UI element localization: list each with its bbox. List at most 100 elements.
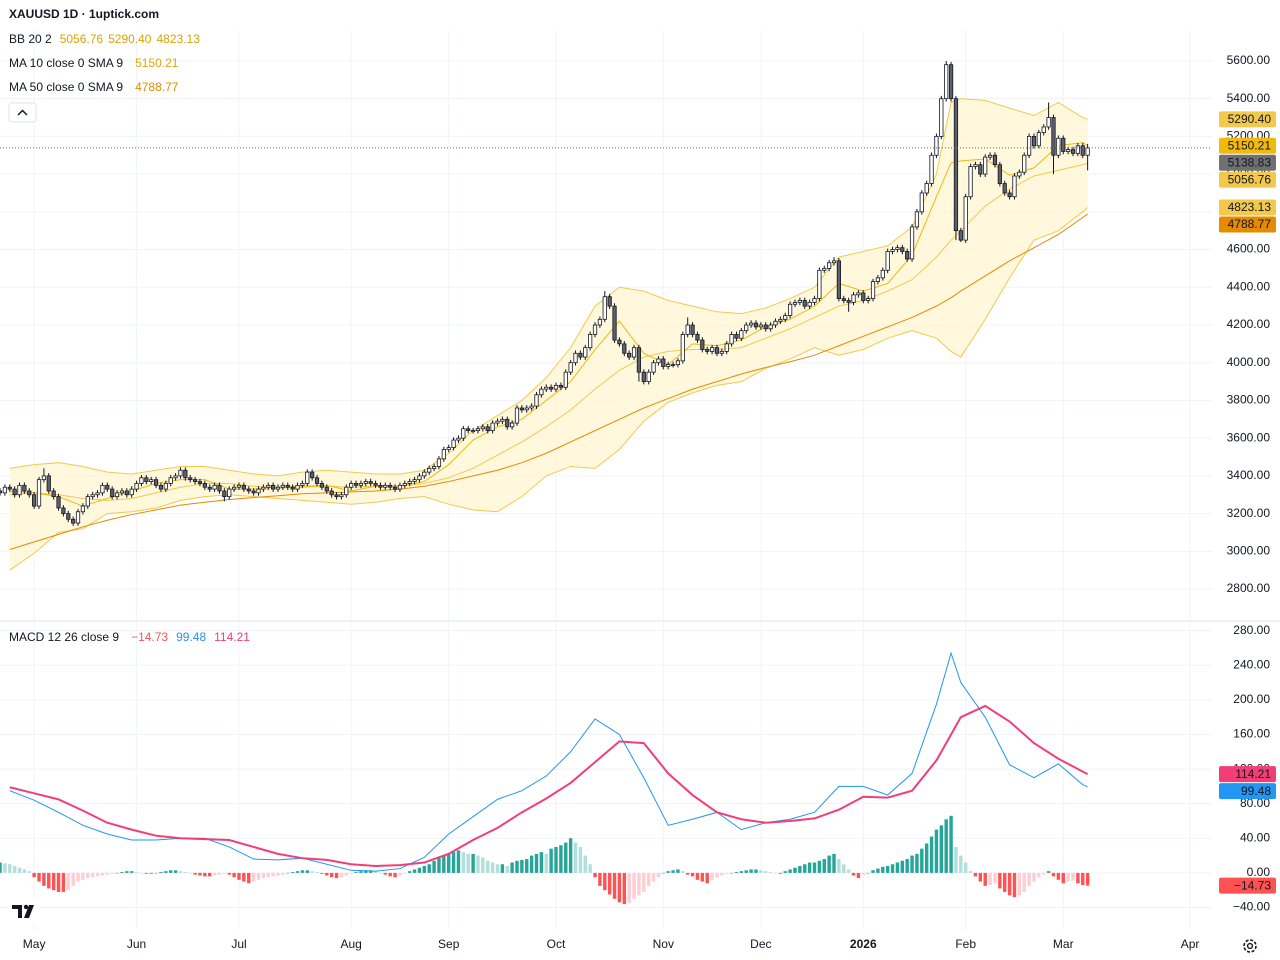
histogram-bar xyxy=(1081,872,1085,886)
legend-label: MACD 12 26 close 9 xyxy=(9,630,119,644)
histogram-bar xyxy=(105,872,110,875)
histogram-bar xyxy=(915,853,919,873)
candle-body xyxy=(251,490,256,494)
histogram-bar xyxy=(154,872,158,874)
histogram-bar xyxy=(368,870,373,873)
histogram-bar xyxy=(1037,872,1041,878)
collapse-button-box[interactable] xyxy=(8,102,37,123)
candle-body xyxy=(431,466,437,469)
candle-body xyxy=(651,362,656,373)
histogram-bar xyxy=(281,872,285,875)
chart-title: XAUUSD 1D · 1uptick.com xyxy=(9,7,159,21)
histogram-bar xyxy=(905,859,909,873)
histogram-bar xyxy=(139,872,144,874)
candle-body xyxy=(670,364,676,367)
histogram-bar xyxy=(798,865,802,873)
gear-icon[interactable] xyxy=(1243,939,1257,953)
histogram-bar xyxy=(47,872,51,889)
indicator-line xyxy=(9,162,1088,501)
candle-body xyxy=(1026,135,1032,156)
candle-body xyxy=(768,324,773,330)
tv-logo[interactable] xyxy=(8,898,40,924)
candle-body xyxy=(0,490,3,494)
candle-body xyxy=(856,292,861,296)
candle-body xyxy=(588,334,593,349)
candle-body xyxy=(617,339,622,345)
histogram-bar xyxy=(198,872,202,876)
candle-body xyxy=(90,494,95,498)
candle-body xyxy=(792,301,798,305)
legend-label: BB 20 2 xyxy=(9,32,52,46)
histogram-bar xyxy=(100,872,105,876)
histogram-bar xyxy=(554,846,558,873)
candle-body xyxy=(441,449,446,460)
legend-macd: MACD 12 26 close 9 −14.73 99.48 114.21 xyxy=(9,630,250,644)
collapse-button[interactable] xyxy=(8,102,37,123)
histogram-bar xyxy=(963,862,968,873)
candle-body xyxy=(866,298,871,301)
candle-body xyxy=(7,486,12,490)
collapse-icon[interactable] xyxy=(17,109,28,116)
histogram-bar xyxy=(817,860,822,873)
candle-body xyxy=(285,484,290,488)
tv-logo-mark[interactable] xyxy=(12,905,22,918)
histogram-bar xyxy=(300,870,305,873)
histogram-bar xyxy=(603,872,607,891)
candle-body xyxy=(500,418,505,422)
settings-button[interactable] xyxy=(1243,939,1257,953)
price-pane xyxy=(0,60,1212,571)
histogram-bar xyxy=(637,872,641,896)
histogram-bar xyxy=(1007,872,1012,896)
candle-body xyxy=(1085,147,1090,156)
histogram-bar xyxy=(642,872,646,892)
candle-body xyxy=(456,437,461,441)
histogram-bar xyxy=(578,846,583,873)
histogram-bar xyxy=(305,870,309,873)
candle-body xyxy=(329,490,334,496)
histogram-bar xyxy=(661,872,666,874)
gear-icon-center[interactable] xyxy=(1246,942,1254,950)
candle-body xyxy=(563,371,568,388)
candle-body xyxy=(485,426,490,432)
price-tag xyxy=(1219,199,1276,216)
candle-body xyxy=(870,281,876,299)
histogram-bar xyxy=(290,872,295,873)
histogram-bar xyxy=(944,819,948,873)
candle-body xyxy=(987,154,993,158)
histogram-bar xyxy=(568,838,573,873)
price-tag-label: 99.48 xyxy=(1241,784,1271,798)
histogram-bar xyxy=(832,853,836,873)
histogram-bar xyxy=(56,872,61,892)
candle-body xyxy=(631,347,637,358)
histogram-bar xyxy=(237,872,241,880)
candle-body xyxy=(144,477,149,482)
histogram-bar xyxy=(881,866,885,873)
histogram-bar xyxy=(422,865,427,873)
candle-body xyxy=(841,298,846,301)
histogram-bar xyxy=(788,869,792,873)
legend-ma10: MA 10 close 0 SMA 9 5150.21 xyxy=(9,56,179,70)
histogram-bar xyxy=(1022,872,1026,892)
histogram-bar xyxy=(193,872,197,875)
axis: 2800.00 3000.00 3200.00 3400.00 3600.00 3800.… xyxy=(23,53,1271,951)
histogram-bar xyxy=(1046,871,1051,873)
tv-logo-dot[interactable] xyxy=(23,904,29,910)
candle-body xyxy=(846,300,851,303)
histogram-bar xyxy=(842,864,846,873)
histogram-bar xyxy=(837,859,841,873)
candle-body xyxy=(549,386,554,390)
histogram-bar xyxy=(988,872,992,886)
candle-body xyxy=(573,352,578,364)
histogram-bar xyxy=(827,855,831,873)
candle-body xyxy=(173,475,178,479)
histogram-bar xyxy=(715,872,719,878)
histogram-bar xyxy=(705,872,709,884)
tv-logo-bg[interactable] xyxy=(8,898,40,924)
tv-logo-mark[interactable] xyxy=(24,905,34,918)
y-tick-label: 280.00 xyxy=(1233,623,1270,637)
x-tick-label: May xyxy=(23,937,46,951)
candle-body xyxy=(17,484,22,496)
price-tag xyxy=(1219,766,1276,783)
candle-body xyxy=(295,484,300,490)
candle-body xyxy=(592,324,598,335)
